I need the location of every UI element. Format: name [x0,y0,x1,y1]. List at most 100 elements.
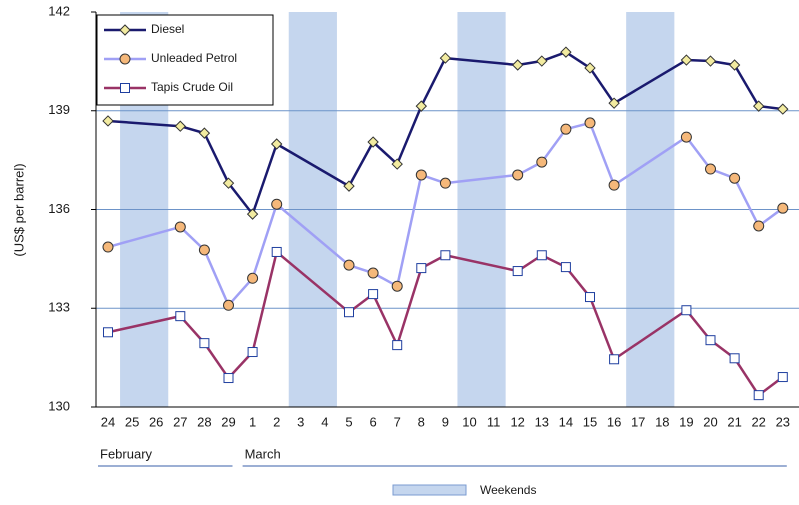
line-segment [107,225,181,249]
legend-label: Tapis Crude Oil [151,80,233,94]
data-point [560,46,572,58]
line-segment [445,56,518,67]
data-point [343,259,355,271]
line-segment [203,249,230,306]
x-tick-label: 20 [703,414,717,429]
x-tick-label: 16 [607,414,621,429]
data-point [440,250,451,261]
x-tick-label: 18 [655,414,669,429]
data-point [439,177,451,189]
x-tick-label: 3 [297,414,304,429]
x-tick-label: 27 [173,414,187,429]
data-point [223,373,234,384]
line-segment [540,128,567,163]
data-point [119,24,131,36]
data-point [777,372,788,383]
data-point [271,246,282,257]
data-point [680,54,693,66]
data-point [681,305,692,316]
x-tick-label: 23 [776,414,790,429]
line-segment [613,309,688,361]
data-point [585,292,595,303]
legend-label: Unleaded Petrol [151,51,237,65]
data-point [415,100,428,112]
line-segment [588,296,616,360]
data-point [175,311,186,322]
data-point [584,62,596,74]
data-point [704,55,717,67]
x-tick-label: 15 [583,414,597,429]
data-point [367,267,379,279]
data-point [199,338,210,349]
line-segment [733,357,760,396]
data-point [102,115,114,127]
data-point [609,354,620,365]
line-segment [251,143,278,215]
line-segment [445,173,518,185]
y-tick-label: 139 [48,102,70,117]
data-point [119,53,131,65]
line-segment [251,251,278,353]
weekend-legend-label: Weekends [480,483,536,497]
data-point [391,158,403,170]
line-segment [565,51,591,70]
data-point [752,100,765,112]
line-segment [613,58,688,105]
data-point [120,83,130,93]
data-point [536,156,548,168]
data-point [439,52,452,64]
data-point [560,262,571,273]
line-segment [420,57,447,107]
data-point [680,131,692,143]
x-tick-label: 2 [273,414,280,429]
x-tick-label: 19 [679,414,693,429]
y-tick-label: 136 [48,201,70,216]
data-point [102,241,114,253]
line-segment [227,277,254,307]
month-label: March [245,446,281,461]
line-segment [396,267,423,346]
line-segment [371,293,399,346]
line-segment [445,254,518,273]
x-tick-label: 12 [510,414,524,429]
data-point [222,177,235,189]
data-point [198,244,210,256]
line-segment [588,122,616,186]
x-tick-label: 14 [559,414,573,429]
data-point [777,202,789,214]
data-point [536,55,548,67]
data-point [103,327,113,338]
x-tick-label: 13 [535,414,549,429]
data-point [705,335,716,346]
data-point [247,347,258,358]
y-axis-label: (US$ per barrel) [11,163,26,256]
data-point [367,136,379,148]
x-tick-label: 11 [487,414,501,429]
data-point [512,266,523,277]
line-segment [275,203,350,267]
data-point [368,289,379,300]
data-point [270,138,283,150]
line-segment [347,141,375,187]
data-point [753,220,765,232]
weekend-swatch [392,484,467,496]
data-point [753,390,764,401]
line-segment [733,64,760,107]
line-segment [276,142,350,188]
data-point [560,123,572,135]
data-point [271,198,283,210]
line-segment [395,174,423,287]
line-segment [107,314,181,334]
data-point [729,353,740,364]
data-point [777,103,789,115]
x-tick-label: 21 [727,414,741,429]
data-point [174,120,187,132]
line-segment [227,182,254,215]
x-tick-label: 9 [442,414,449,429]
data-point [343,180,355,192]
x-tick-label: 8 [418,414,425,429]
data-point [511,59,524,71]
x-tick-label: 1 [249,414,256,429]
data-point [392,340,403,351]
x-tick-label: 24 [101,414,115,429]
